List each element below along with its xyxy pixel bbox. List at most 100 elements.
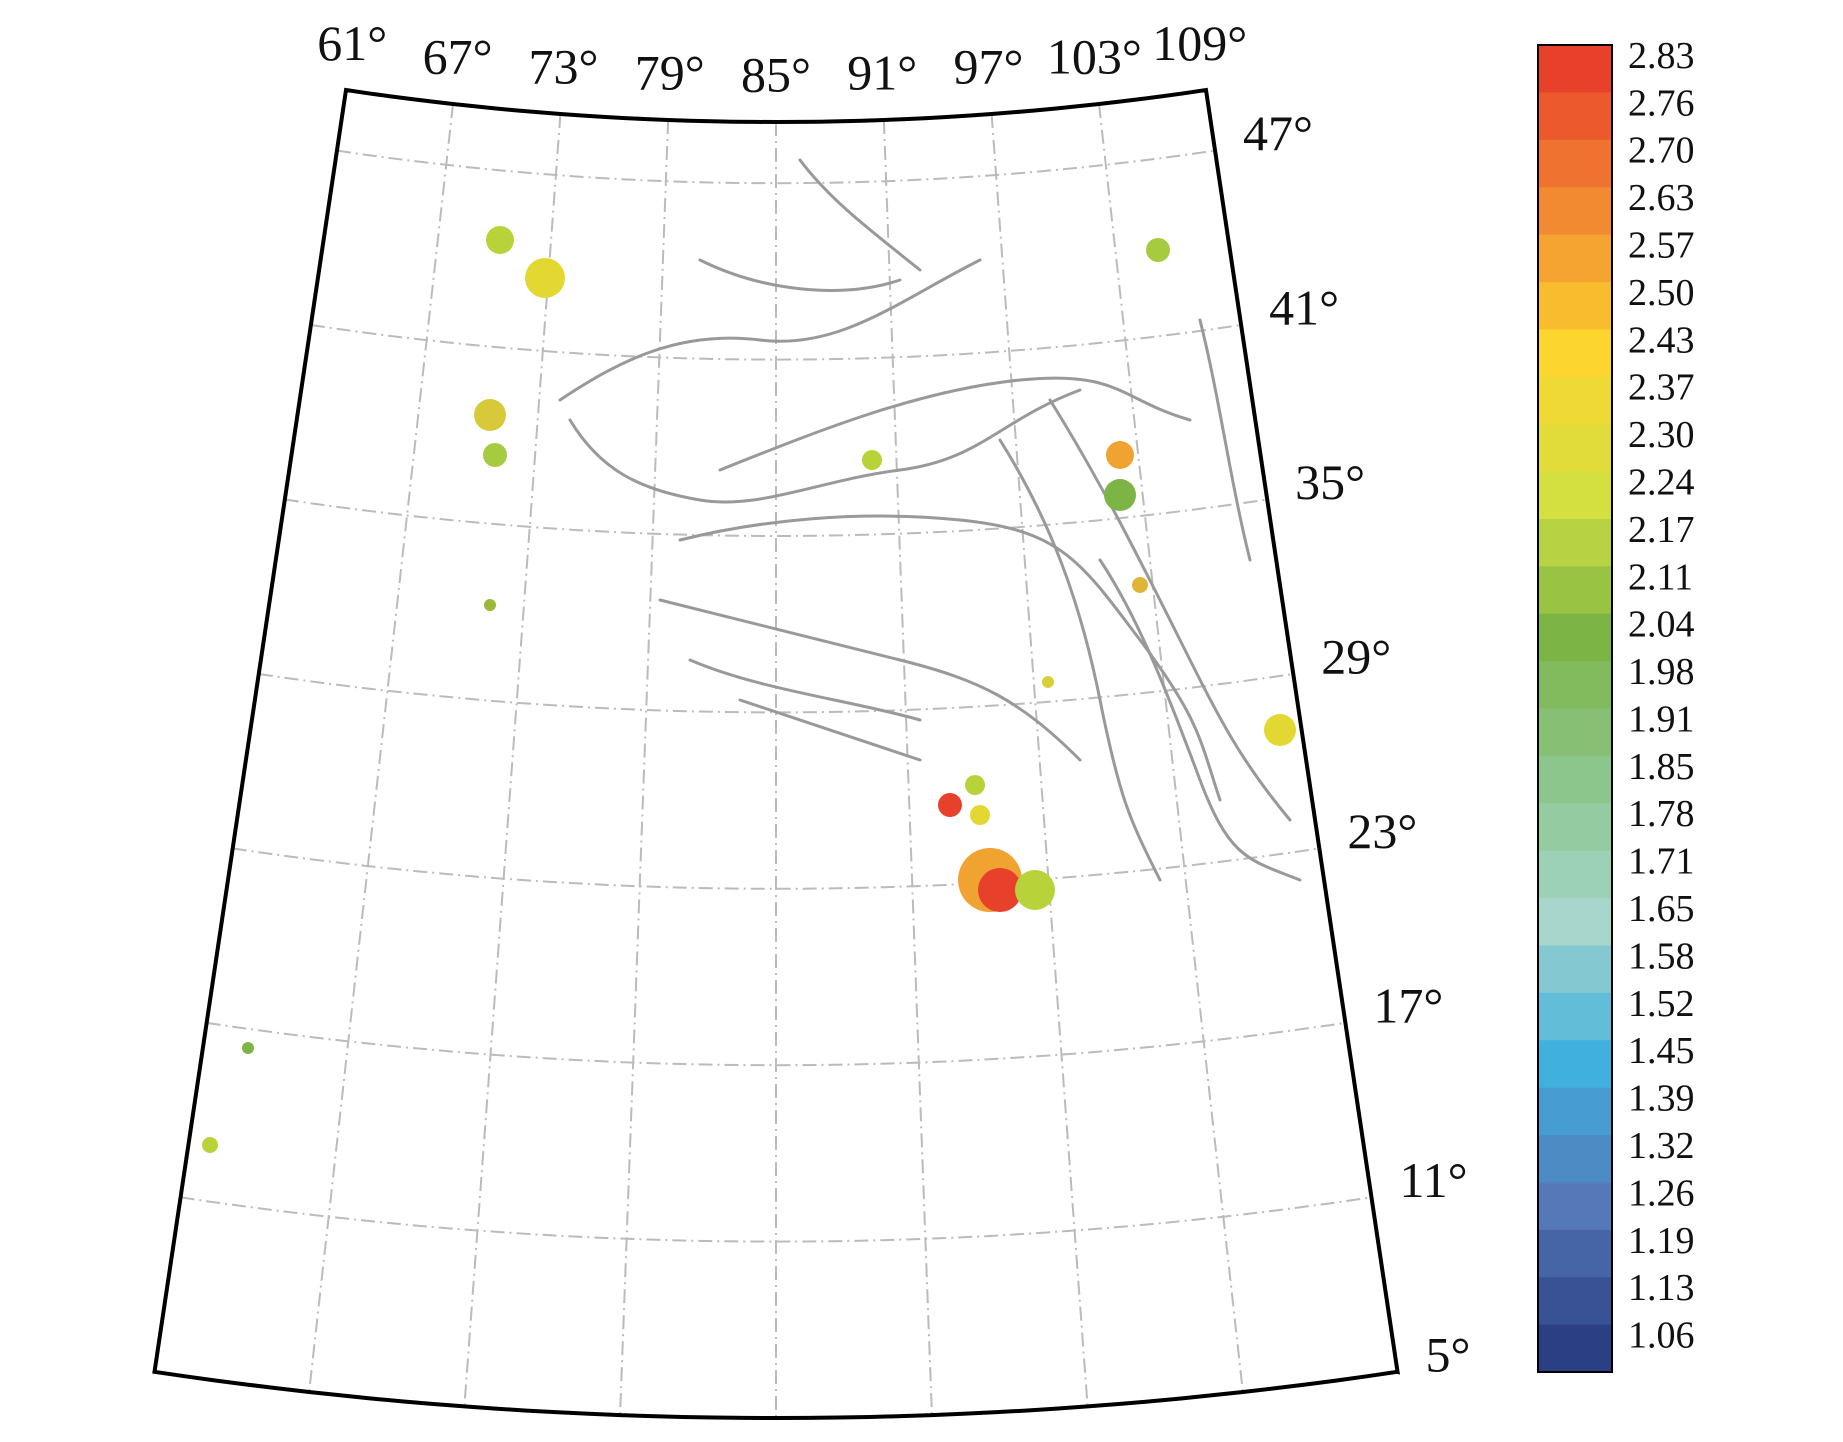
spot <box>1104 479 1136 511</box>
colorbar-band <box>1538 1087 1612 1136</box>
meridian <box>308 103 454 1393</box>
colorbar-label: 1.52 <box>1628 983 1695 1025</box>
colorbar-label: 2.63 <box>1628 177 1695 219</box>
longitude-label: 109° <box>1152 15 1247 71</box>
longitude-label: 85° <box>741 46 811 102</box>
colorbar-band <box>1538 803 1612 852</box>
longitude-label: 73° <box>529 39 599 95</box>
spot <box>483 443 507 467</box>
colorbar-band <box>1538 945 1612 994</box>
axis-labels: 61° 67° 73° 79° 85° 91° 97° 103° 109° 47° 41° 35° 29… <box>317 15 1470 1382</box>
colorbar-band <box>1538 1182 1612 1231</box>
colorbar-band <box>1538 898 1612 946</box>
parallel <box>258 673 1294 714</box>
colorbar-label: 1.58 <box>1628 935 1695 977</box>
spot <box>1015 870 1055 910</box>
fault <box>698 258 902 292</box>
spot <box>1132 577 1148 593</box>
spot <box>525 258 565 298</box>
colorbar-band <box>1538 661 1612 709</box>
colorbar-label: 1.26 <box>1628 1172 1695 1214</box>
parallel <box>284 498 1268 538</box>
colorbar-band <box>1538 45 1612 93</box>
spot <box>862 450 882 470</box>
colorbar-label: 2.30 <box>1628 414 1695 456</box>
colorbar-label: 1.78 <box>1628 793 1695 835</box>
spot <box>1264 714 1296 746</box>
fault <box>998 438 1162 882</box>
longitude-label: 67° <box>423 29 493 85</box>
spot <box>938 793 962 817</box>
spot <box>1042 676 1054 688</box>
colorbar-label: 2.50 <box>1628 272 1695 314</box>
colorbar-band <box>1538 1324 1612 1373</box>
colorbar-label: 1.45 <box>1628 1030 1695 1072</box>
spot <box>484 599 496 611</box>
longitude-label: 61° <box>317 15 387 71</box>
colorbar-band <box>1538 187 1612 236</box>
fault-lines <box>558 158 1302 882</box>
colorbar-band <box>1538 329 1612 378</box>
colorbar-frame <box>1537 44 1613 1373</box>
graticule <box>180 103 1372 1418</box>
latitude-label: 17° <box>1373 977 1443 1033</box>
colorbar-band <box>1538 518 1612 567</box>
meridian <box>1098 103 1244 1393</box>
colorbar-band <box>1538 471 1612 520</box>
fault <box>558 258 982 402</box>
colorbar-band <box>1538 613 1612 662</box>
spot <box>242 1042 254 1054</box>
latitude-label: 47° <box>1243 105 1313 161</box>
colorbar-label: 2.43 <box>1628 319 1695 361</box>
spot <box>978 868 1022 912</box>
spot <box>486 226 514 254</box>
colorbar-label: 1.71 <box>1628 841 1695 883</box>
colorbar-band <box>1538 992 1612 1041</box>
latitude-label: 5° <box>1426 1326 1471 1382</box>
fault <box>678 514 1222 802</box>
colorbar-label: 2.57 <box>1628 225 1695 267</box>
colorbar-band <box>1538 1135 1612 1183</box>
fault <box>798 158 922 272</box>
longitude-label: 103° <box>1047 29 1142 85</box>
fault <box>738 698 922 762</box>
colorbar-label: 1.98 <box>1628 651 1695 693</box>
spot <box>970 805 990 825</box>
latitude-label: 35° <box>1295 454 1365 510</box>
colorbar-label: 1.19 <box>1628 1220 1695 1262</box>
colorbar-band <box>1538 566 1612 615</box>
meridian <box>463 113 562 1407</box>
latitude-label: 11° <box>1399 1152 1467 1208</box>
colorbar-band <box>1538 755 1612 804</box>
colorbar-label: 2.37 <box>1628 367 1695 409</box>
spot <box>1106 441 1134 469</box>
colorbar-label: 2.17 <box>1628 509 1695 551</box>
spot <box>965 775 985 795</box>
colorbar-band <box>1538 424 1612 473</box>
colorbar-label: 2.11 <box>1628 556 1693 598</box>
colorbar-band <box>1538 234 1612 283</box>
colorbar-label: 2.70 <box>1628 130 1695 172</box>
colorbar-label: 1.32 <box>1628 1125 1695 1167</box>
colorbar-band <box>1538 376 1612 425</box>
latitude-label: 41° <box>1269 280 1339 336</box>
parallel <box>336 149 1216 185</box>
colorbar-label: 1.13 <box>1628 1267 1695 1309</box>
value-spots <box>202 226 1296 1153</box>
colorbar-label: 2.04 <box>1628 604 1695 646</box>
parallel <box>180 1196 1372 1243</box>
colorbar-label: 2.24 <box>1628 461 1695 503</box>
fault <box>1098 558 1302 882</box>
parallel <box>206 1021 1346 1067</box>
colorbar-label: 1.06 <box>1628 1315 1695 1357</box>
fault <box>688 658 922 722</box>
fault <box>658 598 1082 762</box>
longitude-label: 79° <box>635 44 705 100</box>
spot <box>1146 238 1170 262</box>
fault <box>1048 398 1292 822</box>
colorbar-band <box>1538 1040 1612 1089</box>
colorbar-band <box>1538 1229 1612 1278</box>
meridian <box>990 113 1089 1407</box>
fault <box>568 388 1082 504</box>
